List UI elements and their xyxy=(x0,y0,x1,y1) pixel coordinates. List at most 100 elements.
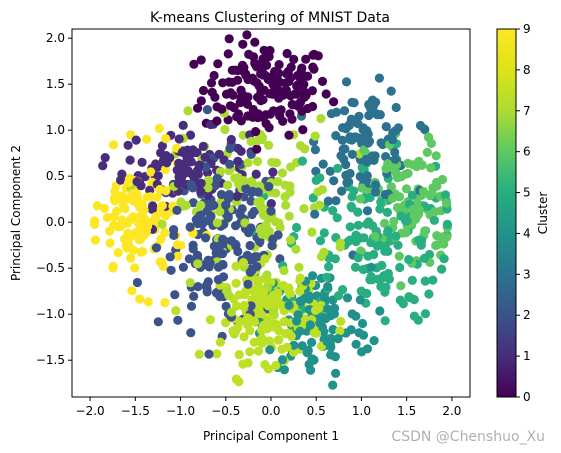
scatter-point-cluster-9 xyxy=(118,199,128,210)
scatter-point-cluster-1 xyxy=(172,165,182,175)
scatter-point-cluster-7 xyxy=(247,176,257,186)
scatter-point-cluster-7 xyxy=(300,144,310,154)
scatter-point-cluster-2 xyxy=(249,206,259,216)
scatter-point-cluster-0 xyxy=(264,52,274,62)
colorbar-tick-label: 0 xyxy=(523,390,531,404)
scatter-point-cluster-1 xyxy=(162,158,172,168)
scatter-point-cluster-8 xyxy=(215,337,225,347)
scatter-point-cluster-6 xyxy=(355,194,365,204)
scatter-point-cluster-9 xyxy=(155,257,165,267)
scatter-point-cluster-8 xyxy=(295,273,305,283)
scatter-point-cluster-7 xyxy=(271,188,281,198)
scatter-point-cluster-2 xyxy=(213,262,224,272)
scatter-point-cluster-5 xyxy=(393,240,403,250)
scatter-point-cluster-8 xyxy=(260,254,270,264)
scatter-point-cluster-9 xyxy=(160,298,170,308)
scatter-point-cluster-7 xyxy=(262,270,272,280)
scatter-point-cluster-0 xyxy=(196,55,206,65)
scatter-point-cluster-0 xyxy=(289,54,299,64)
scatter-point-cluster-4 xyxy=(292,316,302,326)
scatter-point-cluster-7 xyxy=(185,278,195,288)
scatter-point-cluster-0 xyxy=(307,86,317,96)
scatter-point-cluster-2 xyxy=(151,243,162,253)
scatter-point-cluster-3 xyxy=(326,109,336,119)
scatter-point-cluster-1 xyxy=(192,148,202,158)
scatter-point-cluster-2 xyxy=(264,182,274,192)
scatter-point-cluster-5 xyxy=(349,186,359,196)
scatter-point-cluster-5 xyxy=(420,276,430,286)
scatter-point-cluster-3 xyxy=(329,176,339,186)
scatter-point-cluster-1 xyxy=(251,169,261,179)
scatter-point-cluster-0 xyxy=(223,49,233,59)
scatter-point-cluster-6 xyxy=(357,183,367,193)
scatter-point-cluster-5 xyxy=(328,206,338,216)
scatter-point-cluster-6 xyxy=(400,169,410,179)
scatter-point-cluster-4 xyxy=(308,271,318,281)
scatter-point-cluster-0 xyxy=(270,78,280,88)
scatter-point-cluster-8 xyxy=(231,301,242,311)
scatter-point-cluster-3 xyxy=(371,180,381,190)
scatter-point-cluster-7 xyxy=(284,211,294,221)
scatter-point-cluster-8 xyxy=(309,328,319,338)
scatter-point-cluster-1 xyxy=(151,159,161,169)
scatter-point-cluster-8 xyxy=(295,286,305,296)
scatter-point-cluster-5 xyxy=(380,316,390,326)
scatter-point-cluster-4 xyxy=(307,337,317,347)
scatter-point-cluster-0 xyxy=(209,70,219,81)
scatter-point-cluster-0 xyxy=(233,109,244,119)
scatter-point-cluster-7 xyxy=(264,140,274,150)
scatter-point-cluster-1 xyxy=(131,135,141,145)
scatter-point-cluster-3 xyxy=(386,86,396,96)
scatter-point-cluster-2 xyxy=(209,241,219,251)
scatter-point-cluster-5 xyxy=(383,246,393,256)
scatter-point-cluster-1 xyxy=(177,147,187,157)
scatter-point-cluster-0 xyxy=(253,92,263,102)
scatter-point-cluster-0 xyxy=(213,59,223,69)
scatter-point-cluster-1 xyxy=(226,134,236,145)
scatter-point-cluster-2 xyxy=(172,205,182,215)
scatter-point-cluster-9 xyxy=(90,216,100,226)
scatter-point-cluster-9 xyxy=(132,190,142,200)
y-tick-label: 0.0 xyxy=(46,215,65,229)
colorbar: 0 1 2 3 4 5 6 7 8 9 Cluster xyxy=(496,22,550,404)
scatter-point-cluster-2 xyxy=(165,252,175,262)
scatter-point-cluster-5 xyxy=(428,275,438,285)
scatter-point-cluster-9 xyxy=(117,191,127,201)
scatter-point-cluster-8 xyxy=(234,350,244,360)
scatter-point-cluster-0 xyxy=(238,90,248,100)
scatter-point-cluster-9 xyxy=(133,197,143,207)
scatter-point-cluster-9 xyxy=(90,235,100,245)
scatter-point-cluster-0 xyxy=(225,101,235,111)
scatter-point-cluster-9 xyxy=(157,201,167,211)
scatter-point-cluster-8 xyxy=(234,377,244,387)
scatter-point-cluster-2 xyxy=(188,198,198,208)
scatter-point-cluster-0 xyxy=(264,123,274,133)
scatter-point-cluster-1 xyxy=(137,157,147,167)
scatter-point-cluster-9 xyxy=(110,186,120,196)
scatter-point-cluster-9 xyxy=(126,253,136,263)
scatter-point-cluster-4 xyxy=(304,359,314,369)
scatter-point-cluster-4 xyxy=(305,320,315,330)
scatter-point-cluster-4 xyxy=(302,348,312,358)
scatter-point-cluster-5 xyxy=(330,254,340,264)
scatter-point-cluster-8 xyxy=(336,316,346,326)
scatter-point-cluster-8 xyxy=(282,342,292,352)
scatter-point-cluster-6 xyxy=(418,186,429,197)
scatter-point-cluster-1 xyxy=(196,178,206,188)
scatter-point-cluster-5 xyxy=(369,249,379,260)
x-tick-label: 2.0 xyxy=(442,404,461,418)
scatter-point-cluster-9 xyxy=(119,234,129,244)
scatter-point-cluster-5 xyxy=(376,282,386,292)
scatter-point-cluster-8 xyxy=(289,347,299,357)
scatter-point-cluster-6 xyxy=(424,132,434,142)
x-tick-label: 0.5 xyxy=(307,404,326,418)
scatter-point-cluster-1 xyxy=(214,149,224,159)
scatter-point-cluster-0 xyxy=(270,66,280,77)
scatter-point-cluster-2 xyxy=(169,230,179,240)
scatter-point-cluster-7 xyxy=(313,187,323,197)
scatter-point-cluster-0 xyxy=(210,92,220,102)
scatter-point-cluster-3 xyxy=(381,122,391,132)
scatter-point-cluster-7 xyxy=(299,204,309,214)
scatter-point-cluster-8 xyxy=(243,358,253,368)
colorbar-tick-label: 4 xyxy=(523,226,531,240)
